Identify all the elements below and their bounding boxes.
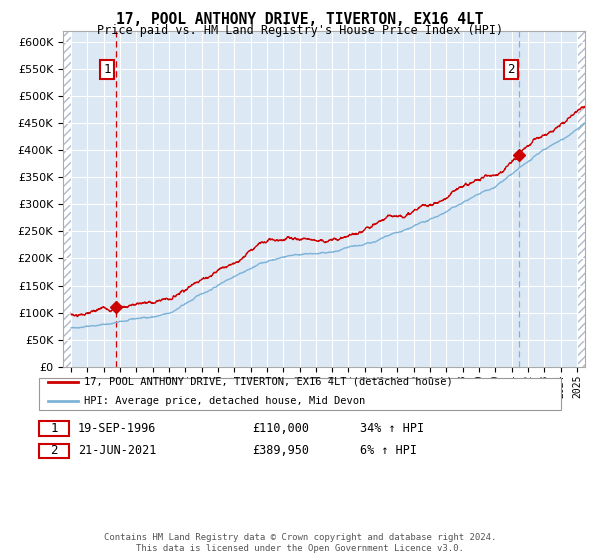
Text: 2: 2 bbox=[50, 444, 58, 458]
Text: 34% ↑ HPI: 34% ↑ HPI bbox=[360, 422, 424, 435]
Bar bbox=[577, 31, 585, 367]
Bar bbox=[63, 31, 71, 367]
Text: 19-SEP-1996: 19-SEP-1996 bbox=[78, 422, 157, 435]
Text: Price paid vs. HM Land Registry's House Price Index (HPI): Price paid vs. HM Land Registry's House … bbox=[97, 24, 503, 37]
Text: 1: 1 bbox=[104, 63, 111, 76]
Text: 6% ↑ HPI: 6% ↑ HPI bbox=[360, 444, 417, 458]
Text: £110,000: £110,000 bbox=[252, 422, 309, 435]
Text: 2: 2 bbox=[508, 63, 515, 76]
Text: 17, POOL ANTHONY DRIVE, TIVERTON, EX16 4LT (detached house): 17, POOL ANTHONY DRIVE, TIVERTON, EX16 4… bbox=[84, 377, 453, 386]
Text: 17, POOL ANTHONY DRIVE, TIVERTON, EX16 4LT: 17, POOL ANTHONY DRIVE, TIVERTON, EX16 4… bbox=[116, 12, 484, 27]
Text: 1: 1 bbox=[50, 422, 58, 435]
Text: 21-JUN-2021: 21-JUN-2021 bbox=[78, 444, 157, 458]
Text: Contains HM Land Registry data © Crown copyright and database right 2024.
This d: Contains HM Land Registry data © Crown c… bbox=[104, 533, 496, 553]
Text: HPI: Average price, detached house, Mid Devon: HPI: Average price, detached house, Mid … bbox=[84, 396, 365, 405]
Text: £389,950: £389,950 bbox=[252, 444, 309, 458]
